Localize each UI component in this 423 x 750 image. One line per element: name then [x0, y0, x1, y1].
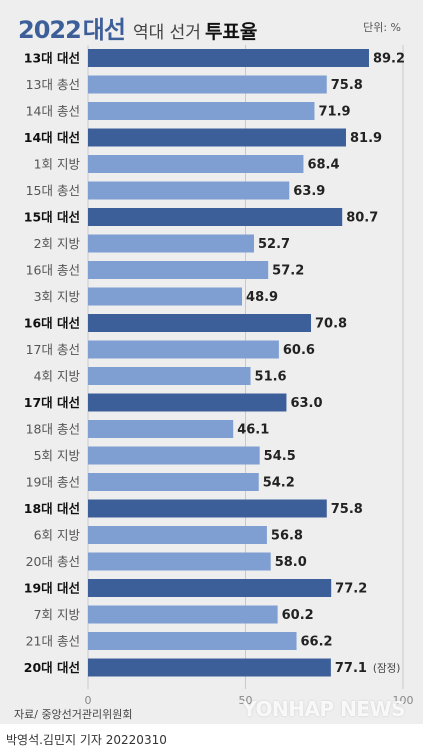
value-label: 89.2: [373, 52, 405, 67]
bar: [88, 155, 304, 173]
turnout-bar-chart: 0 50 100 13대 대선 89.2 13대 총선 75.8 14대 총선 71.9 14대 …: [24, 45, 414, 707]
value-label: 81.9: [350, 131, 382, 146]
bar: [88, 234, 255, 253]
category-label: 15대 총선: [26, 183, 80, 198]
value-label: 54.5: [264, 449, 296, 464]
bar: [88, 552, 271, 571]
category-label: 15대 대선: [24, 210, 80, 225]
bar: [88, 605, 278, 624]
value-label: 54.2: [263, 476, 295, 491]
bar: [88, 208, 343, 226]
category-label: 16대 대선: [24, 316, 80, 331]
bar: [88, 75, 327, 94]
x-tick-label: 100: [393, 694, 414, 707]
bar: [88, 49, 369, 67]
category-label: 20대 대선: [24, 660, 80, 675]
value-label: 77.2: [335, 582, 367, 597]
bar: [88, 446, 260, 465]
chart-card: 2022대선 역대 선거 투표율 단위: % 0 50 100 13대 대선 89.2 13대…: [0, 0, 423, 724]
bar: [88, 367, 251, 385]
value-label: 52.7: [258, 237, 290, 252]
value-label: 77.1: [335, 661, 367, 676]
value-label: 57.2: [272, 264, 304, 279]
category-label: 7회 지방: [34, 607, 81, 622]
value-label: 80.7: [346, 211, 378, 226]
category-label: 18대 대선: [24, 501, 80, 516]
value-label: 71.9: [318, 105, 350, 120]
bar: [88, 314, 312, 332]
category-label: 16대 총선: [26, 263, 80, 278]
value-label: 46.1: [237, 423, 269, 438]
value-label: 48.9: [246, 290, 278, 305]
category-label: 17대 대선: [24, 395, 80, 410]
yonhap-watermark: YONHAP NEWS: [242, 697, 405, 721]
bar: [88, 526, 267, 544]
bar: [88, 632, 297, 650]
value-label: 58.0: [275, 555, 307, 570]
category-label: 19대 대선: [24, 581, 80, 596]
category-label: 6회 지방: [34, 528, 81, 543]
category-label: 17대 총선: [26, 342, 80, 357]
category-label: 21대 총선: [26, 634, 80, 649]
value-label: 51.6: [255, 370, 287, 385]
value-label: 60.2: [282, 608, 314, 623]
category-label: 19대 총선: [26, 475, 80, 490]
author-credit: 박영석.김민지 기자 20220310: [6, 733, 167, 747]
bar: [88, 393, 287, 412]
bar: [88, 473, 259, 491]
category-label: 14대 총선: [26, 104, 80, 119]
bar: [88, 102, 315, 120]
title-end: 투표율: [204, 21, 258, 43]
value-label: 75.8: [331, 502, 363, 517]
bar: [88, 658, 331, 677]
bar: [88, 128, 346, 147]
bar: [88, 340, 279, 359]
bar: [88, 579, 332, 597]
annotation-label: (잠정): [373, 663, 401, 675]
category-label: 2회 지방: [34, 236, 81, 251]
unit-label: 단위: %: [363, 21, 401, 34]
chart-title: 2022대선 역대 선거 투표율: [18, 10, 257, 45]
title-mid: 역대 선거: [132, 23, 201, 43]
category-label: 5회 지방: [34, 448, 81, 463]
bar: [88, 287, 243, 306]
value-label: 63.9: [293, 184, 325, 199]
source-note: 자료/ 중앙선거관리위원회: [14, 708, 133, 721]
category-label: 14대 대선: [24, 130, 80, 145]
value-label: 70.8: [315, 317, 347, 332]
bar: [88, 181, 290, 200]
category-label: 3회 지방: [34, 289, 81, 304]
category-label: 1회 지방: [34, 157, 81, 172]
bar: [88, 420, 234, 438]
category-label: 18대 총선: [26, 422, 80, 437]
category-label: 13대 대선: [24, 51, 80, 66]
x-tick-label: 50: [239, 694, 253, 707]
title-year: 2022: [18, 16, 82, 44]
value-label: 56.8: [271, 529, 303, 544]
category-label: 13대 총선: [26, 77, 80, 92]
value-label: 60.6: [283, 343, 315, 358]
bar: [88, 261, 269, 279]
value-label: 75.8: [331, 78, 363, 93]
category-label: 20대 총선: [26, 554, 80, 569]
value-label: 68.4: [307, 158, 339, 173]
bar: [88, 499, 327, 518]
x-tick-label: 0: [85, 694, 92, 707]
value-label: 63.0: [290, 396, 322, 411]
value-label: 66.2: [301, 635, 333, 650]
title-word: 대선: [82, 16, 126, 44]
category-label: 4회 지방: [34, 369, 81, 384]
